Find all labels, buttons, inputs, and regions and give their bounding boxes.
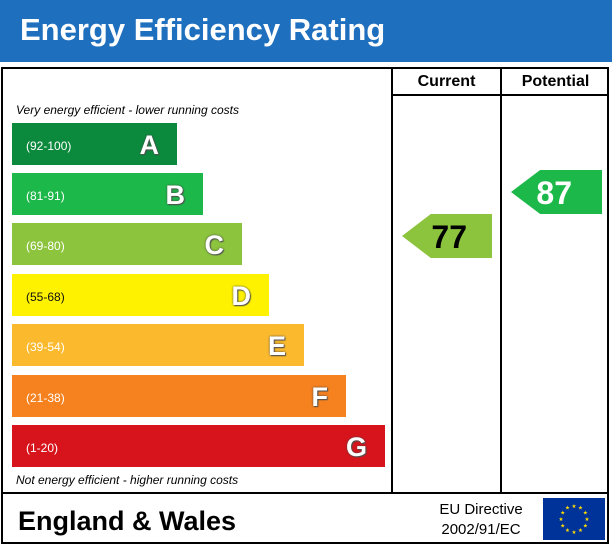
band-a: (92-100) A: [12, 123, 177, 165]
directive-line-2: 2002/91/EC: [441, 521, 521, 538]
eu-flag-icon: ★ ★★★★★★★★★★★: [543, 498, 605, 540]
band-letter: D: [231, 281, 252, 311]
header-divider: [391, 94, 609, 96]
band-c: (69-80) C: [12, 223, 242, 265]
band-letter: G: [345, 432, 367, 462]
band-letter: F: [311, 382, 329, 412]
band-e: (39-54) E: [12, 324, 304, 366]
flag-star-icon: ★: [578, 527, 583, 534]
band-range: (21-38): [26, 391, 65, 405]
flag-star-icon: ★: [559, 516, 564, 523]
band-range: (69-80): [26, 239, 65, 253]
flag-star-icon: ★: [578, 505, 583, 512]
flag-star-icon: ★: [583, 509, 588, 516]
potential-column-header: Potential: [521, 73, 590, 90]
efficient-note: Very energy efficient - lower running co…: [16, 103, 239, 117]
inefficient-note: Not energy efficient - higher running co…: [16, 473, 239, 487]
current-rating-arrow: 77: [402, 214, 492, 258]
band-letter: E: [267, 331, 286, 361]
directive-line-1: EU Directive: [439, 501, 523, 518]
band-letter: A: [139, 130, 160, 160]
footer-divider: [1, 492, 609, 494]
band-f: (21-38) F: [12, 375, 346, 417]
band-range: (81-91): [26, 189, 65, 203]
potential-rating-value: 87: [536, 175, 572, 211]
column-divider: [391, 67, 393, 493]
page-title: Energy Efficiency Rating: [20, 12, 386, 47]
band-g: (1-20) G: [12, 425, 385, 467]
flag-star-icon: ★: [560, 522, 565, 529]
band-letter: B: [165, 180, 186, 210]
header-bar: Energy Efficiency Rating: [0, 0, 612, 62]
column-divider: [500, 67, 502, 493]
band-b: (81-91) B: [12, 173, 203, 215]
flag-star-icon: ★: [572, 503, 577, 510]
band-range: (55-68): [26, 290, 65, 304]
flag-star-icon: ★: [583, 522, 588, 529]
current-column-header: Current: [417, 73, 476, 90]
rating-table: [1, 67, 609, 544]
current-rating-value: 77: [431, 219, 467, 255]
band-range: (92-100): [26, 139, 72, 153]
band-range: (1-20): [26, 441, 59, 455]
band-range: (39-54): [26, 340, 65, 354]
band-letter: C: [204, 230, 225, 260]
potential-rating-arrow: 87: [511, 170, 602, 214]
eu-directive: EU Directive 2002/91/EC: [422, 500, 540, 540]
flag-star-icon: ★: [585, 516, 590, 523]
region-label: England & Wales: [18, 506, 237, 536]
band-d: (55-68) D: [12, 274, 269, 316]
flag-star-icon: ★: [560, 509, 565, 516]
flag-star-icon: ★: [565, 505, 570, 512]
flag-star-icon: ★: [565, 527, 570, 534]
flag-star-icon: ★: [572, 529, 577, 536]
